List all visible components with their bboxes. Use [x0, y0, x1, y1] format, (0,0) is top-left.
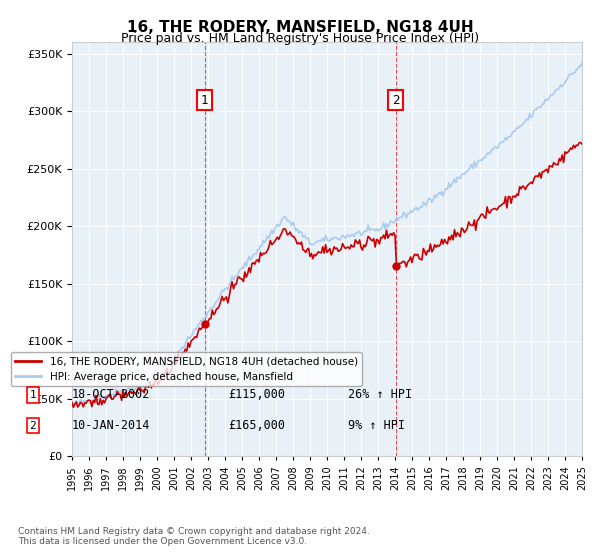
- Text: 1: 1: [29, 390, 37, 400]
- Text: 26% ↑ HPI: 26% ↑ HPI: [348, 388, 412, 402]
- Text: £165,000: £165,000: [228, 419, 285, 432]
- Text: 18-OCT-2002: 18-OCT-2002: [72, 388, 151, 402]
- Text: 16, THE RODERY, MANSFIELD, NG18 4UH: 16, THE RODERY, MANSFIELD, NG18 4UH: [127, 20, 473, 35]
- Text: 10-JAN-2014: 10-JAN-2014: [72, 419, 151, 432]
- Text: £115,000: £115,000: [228, 388, 285, 402]
- Text: 9% ↑ HPI: 9% ↑ HPI: [348, 419, 405, 432]
- Text: 2: 2: [392, 94, 399, 106]
- Text: Price paid vs. HM Land Registry's House Price Index (HPI): Price paid vs. HM Land Registry's House …: [121, 32, 479, 45]
- Text: 1: 1: [201, 94, 208, 106]
- Legend: 16, THE RODERY, MANSFIELD, NG18 4UH (detached house), HPI: Average price, detach: 16, THE RODERY, MANSFIELD, NG18 4UH (det…: [11, 352, 362, 386]
- Text: Contains HM Land Registry data © Crown copyright and database right 2024.
This d: Contains HM Land Registry data © Crown c…: [18, 526, 370, 546]
- Text: 2: 2: [29, 421, 37, 431]
